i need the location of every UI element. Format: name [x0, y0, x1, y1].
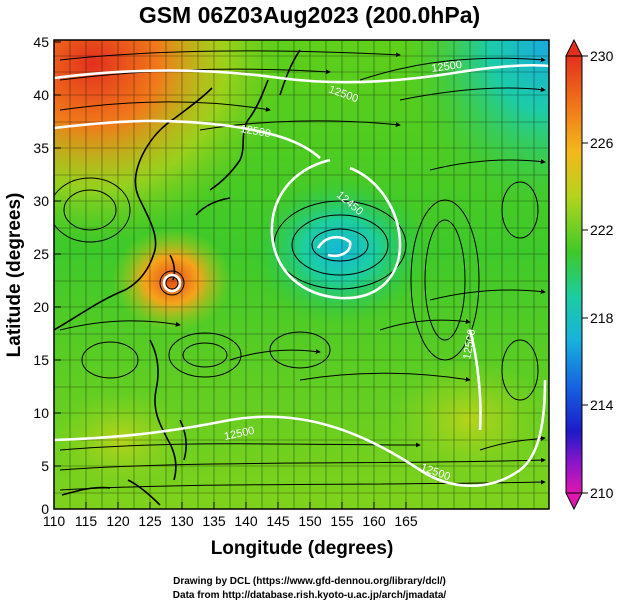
x-axis: 110 115 120 125 130 135 140 145 150 155 … — [43, 502, 418, 559]
contour-label: 12500 — [431, 59, 463, 75]
y-tick-label: 25 — [33, 246, 49, 262]
colorbar-tick-label: 218 — [590, 310, 614, 326]
y-tick-label: 0 — [41, 501, 49, 517]
x-tick-label: 165 — [394, 513, 418, 529]
contour-label: 12500 — [461, 328, 478, 360]
colorbar-tick-label: 230 — [590, 48, 614, 64]
x-tick-label: 125 — [138, 513, 162, 529]
colorbar-tick-label: 226 — [590, 135, 614, 151]
y-tick-label: 35 — [33, 140, 49, 156]
y-tick-label: 5 — [41, 458, 49, 474]
x-tick-label: 145 — [266, 513, 290, 529]
x-tick-label: 120 — [106, 513, 130, 529]
contour-label: 12500 — [239, 123, 271, 140]
x-tick-label: 155 — [330, 513, 354, 529]
x-tick-label: 135 — [202, 513, 226, 529]
colorbar-tick-label: 214 — [590, 397, 614, 413]
y-tick-label: 40 — [33, 87, 49, 103]
x-tick-label: 140 — [234, 513, 258, 529]
credit-drawing: Drawing by DCL (https://www.gfd-dennou.o… — [173, 576, 446, 587]
x-tick-label: 130 — [170, 513, 194, 529]
colorbar: 230 226 222 218 214 210 — [565, 38, 614, 511]
x-tick-label: 150 — [298, 513, 322, 529]
x-tick-label: 115 — [75, 513, 98, 529]
geopotential-contours — [54, 63, 549, 487]
x-tick-label: 110 — [43, 513, 66, 529]
y-axis-label: Latitude (degrees) — [4, 193, 25, 358]
colorbar-tick-label: 222 — [590, 222, 614, 238]
graticule — [54, 40, 549, 509]
y-tick-label: 15 — [33, 352, 49, 368]
map-title: GSM 06Z03Aug2023 (200.0hPa) — [138, 2, 481, 28]
y-tick-label: 30 — [33, 193, 49, 209]
y-tick-label: 10 — [33, 405, 49, 421]
plot-frame — [53, 39, 550, 510]
coastlines — [54, 49, 301, 506]
credit-data-source: Data from http://database.rish.kyoto-u.a… — [172, 590, 447, 601]
x-tick-label: 160 — [362, 513, 386, 529]
plot-area: 12500 12500 12500 12450 12500 12500 1250… — [54, 40, 549, 509]
y-axis: 0 5 10 15 20 25 30 35 40 45 Latitude (de… — [4, 34, 61, 517]
colorbar-tick-label: 210 — [590, 485, 614, 501]
y-tick-label: 45 — [33, 34, 49, 50]
x-axis-label: Longitude (degrees) — [211, 538, 394, 559]
y-tick-label: 20 — [33, 299, 49, 315]
